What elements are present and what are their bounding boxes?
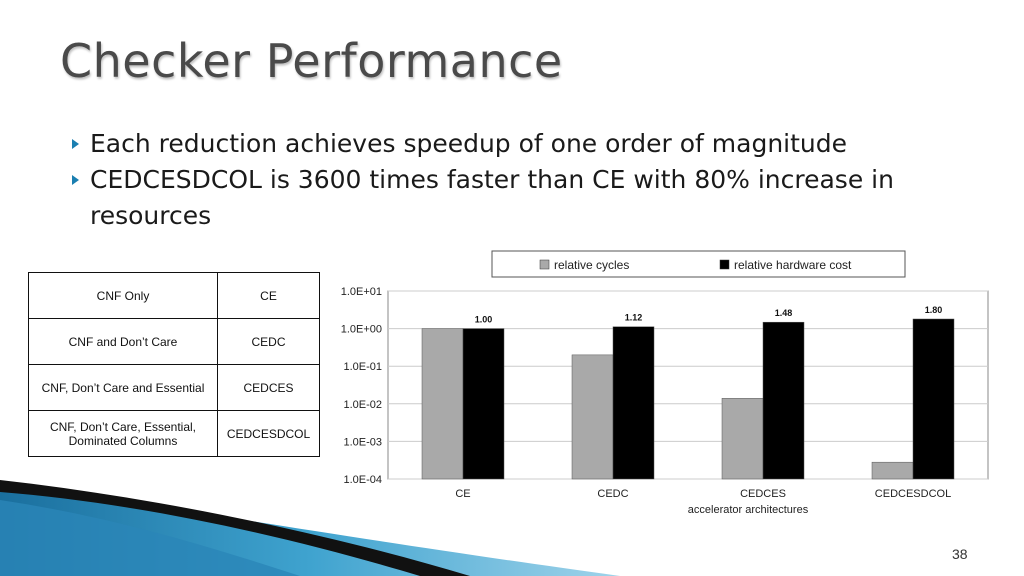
bar-relative-hardware-cost: [762, 321, 805, 480]
bar-relative-hardware-cost: [462, 328, 505, 480]
x-tick-label: CEDC: [597, 488, 628, 500]
data-label: 1.12: [625, 313, 643, 323]
bullet-text: CEDCESDCOL is 3600 times faster than CE …: [90, 165, 894, 230]
method-cell: CNF and Don’t Care: [28, 318, 218, 365]
legend-box: [491, 250, 906, 278]
legend-swatch: [539, 259, 550, 270]
bar-relative-hardware-cost: [612, 326, 655, 480]
y-tick-label: 1.0E-02: [343, 399, 382, 411]
table-row: CNF, Don’t Care and Essential CEDCES: [28, 364, 320, 411]
bar-relative-cycles: [871, 461, 914, 480]
table-row: CNF, Don’t Care, Essential, Dominated Co…: [28, 410, 320, 457]
bar-relative-cycles: [571, 354, 614, 480]
table-row: CNF and Don’t Care CEDC: [28, 318, 320, 365]
x-tick-label: CEDCESDCOL: [875, 488, 951, 500]
x-axis-label: accelerator architectures: [688, 504, 809, 516]
y-tick-label: 1.0E-03: [343, 436, 382, 448]
y-tick-label: 1.0E+01: [341, 286, 382, 298]
bar-relative-cycles: [721, 398, 764, 480]
bullet-text: Each reduction achieves speedup of one o…: [90, 129, 848, 158]
arch-cell: CEDCES: [217, 364, 320, 411]
arch-cell: CEDC: [217, 318, 320, 365]
x-tick-label: CEDCES: [740, 488, 786, 500]
method-cell: CNF, Don’t Care, Essential, Dominated Co…: [28, 410, 218, 457]
bar-chart: relative cycles relative hardware cost 1.0…: [341, 250, 989, 516]
bar-relative-hardware-cost: [912, 318, 955, 480]
y-tick-label: 1.0E-01: [343, 361, 382, 373]
architecture-table: CNF Only CE CNF and Don’t Care CEDC CNF,…: [28, 272, 320, 457]
legend-label: relative hardware cost: [734, 258, 852, 272]
bullet-item: CEDCESDCOL is 3600 times faster than CE …: [72, 162, 972, 234]
data-label: 1.48: [775, 308, 793, 318]
arch-cell: CEDCESDCOL: [217, 410, 320, 457]
data-label: 1.80: [925, 305, 943, 315]
slide-number: 38: [952, 546, 968, 562]
table-row: CNF Only CE: [28, 272, 320, 319]
bullet-arrow-icon: [72, 175, 79, 185]
data-label: 1.00: [475, 315, 493, 325]
legend-label: relative cycles: [554, 258, 629, 272]
slide-title: Checker Performance: [60, 34, 563, 88]
legend-swatch: [719, 259, 730, 270]
method-cell: CNF Only: [28, 272, 218, 319]
x-tick-label: CE: [455, 488, 470, 500]
bar-relative-cycles: [421, 328, 464, 480]
method-cell: CNF, Don’t Care and Essential: [28, 364, 218, 411]
chart-container: relative cycles relative hardware cost 1.0…: [340, 248, 1000, 528]
arch-cell: CE: [217, 272, 320, 319]
y-tick-label: 1.0E-04: [343, 474, 382, 486]
y-tick-label: 1.0E+00: [341, 324, 382, 336]
bullet-list: Each reduction achieves speedup of one o…: [72, 126, 972, 234]
bullet-item: Each reduction achieves speedup of one o…: [72, 126, 972, 162]
decorative-swoosh: [0, 480, 620, 576]
bullet-arrow-icon: [72, 139, 79, 149]
